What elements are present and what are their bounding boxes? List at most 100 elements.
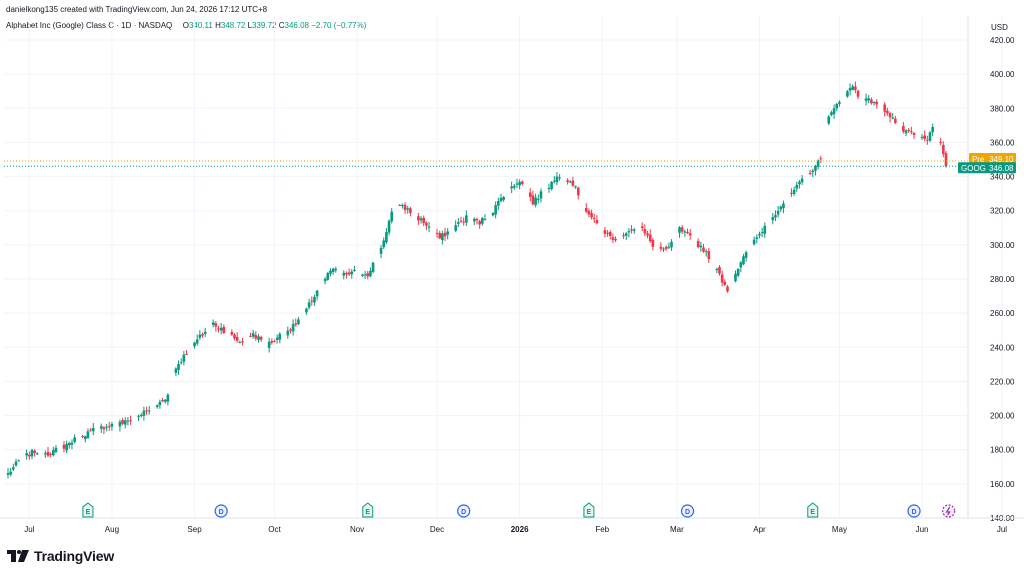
currency-label[interactable]: USD: [991, 23, 1008, 32]
candle-body: [54, 447, 58, 452]
event-earnings-marker[interactable]: E: [362, 502, 374, 518]
candle: [827, 114, 831, 126]
candle: [854, 81, 857, 94]
candle-body: [864, 98, 868, 101]
candle: [875, 99, 879, 109]
candle-body: [441, 233, 444, 241]
candle: [14, 458, 18, 467]
event-split-marker[interactable]: [942, 504, 956, 518]
candle: [254, 331, 258, 341]
candle-body: [830, 112, 833, 115]
candle: [211, 319, 215, 328]
symbol-legend[interactable]: Alphabet Inc (Google) Class C · 1D · NAS…: [6, 21, 366, 30]
x-tick-label: Sep: [187, 525, 202, 534]
candle-body: [137, 415, 140, 417]
candle-body: [12, 467, 15, 470]
earnings-icon: [362, 502, 374, 518]
candle-body: [166, 394, 170, 402]
candle: [886, 107, 889, 116]
candle-body: [827, 116, 831, 124]
candle: [483, 214, 487, 221]
event-earnings-marker[interactable]: E: [82, 502, 94, 518]
candle: [502, 196, 505, 202]
candle: [217, 325, 220, 333]
candle: [435, 228, 439, 238]
candle: [350, 269, 354, 279]
candle-body: [776, 210, 780, 215]
candle: [627, 228, 631, 238]
candle: [475, 217, 479, 225]
candle: [942, 141, 945, 158]
candle-body: [217, 328, 220, 330]
candle: [864, 93, 868, 106]
symbol-title: Alphabet Inc (Google) Class C · 1D · NAS…: [6, 21, 173, 30]
candle-body: [107, 426, 111, 428]
candle-body: [534, 197, 537, 206]
candle-body: [385, 232, 388, 243]
candle: [441, 230, 444, 245]
x-tick-label: Jul: [997, 525, 1007, 534]
candle-body: [481, 218, 484, 224]
candle-body: [230, 331, 234, 335]
candle-body: [552, 180, 556, 182]
candle: [203, 327, 207, 338]
candle: [102, 425, 106, 434]
candle: [550, 180, 553, 191]
candle-body: [25, 453, 28, 456]
candle: [894, 115, 897, 124]
candle: [28, 451, 31, 460]
event-dividend-marker[interactable]: D: [214, 504, 228, 518]
candle-body: [465, 215, 468, 223]
price-chart[interactable]: 140.00160.00180.00200.00220.00240.00260.…: [0, 0, 1024, 540]
event-earnings-marker[interactable]: E: [583, 502, 595, 518]
candle-body: [630, 229, 633, 231]
candle: [54, 445, 58, 454]
candle-body: [771, 217, 775, 221]
candle: [574, 185, 577, 189]
candle: [779, 205, 783, 212]
candle: [752, 236, 756, 246]
candle: [163, 399, 167, 404]
x-tick-label: Feb: [595, 525, 609, 534]
candle-body: [267, 341, 271, 348]
event-dividend-marker[interactable]: D: [680, 504, 695, 518]
candle: [632, 227, 636, 234]
candle: [214, 321, 218, 332]
candle-body: [379, 247, 383, 254]
candle-body: [856, 90, 860, 97]
candle-body: [702, 247, 705, 252]
event-dividend-marker[interactable]: D: [457, 504, 471, 518]
candle-body: [715, 268, 719, 271]
candle-body: [179, 362, 183, 364]
candle: [139, 412, 143, 418]
candle: [680, 224, 684, 235]
candle-body: [835, 103, 839, 109]
candle: [33, 449, 36, 457]
candle: [30, 448, 34, 460]
candle-body: [403, 204, 407, 211]
low-value: 339.72: [252, 21, 277, 30]
event-earnings-marker[interactable]: E: [807, 502, 819, 518]
x-tick-label: Apr: [753, 525, 766, 534]
candle-body: [483, 218, 487, 220]
candle-body: [502, 196, 505, 200]
candle-body: [435, 232, 439, 234]
y-tick-label: 220.00: [990, 377, 1015, 386]
close-label: C: [278, 21, 285, 30]
event-dividend-marker[interactable]: D: [907, 504, 921, 518]
candle: [44, 450, 47, 458]
candle-body: [832, 108, 836, 115]
candle: [361, 273, 364, 278]
tradingview-brand[interactable]: TradingView: [7, 548, 114, 564]
candle-body: [353, 269, 356, 271]
candle: [233, 333, 236, 341]
candle-body: [361, 274, 364, 276]
candle-body: [763, 226, 767, 234]
dividend-label: D: [461, 509, 466, 516]
candle: [310, 296, 314, 306]
candle-body: [459, 220, 463, 222]
candle-body: [888, 113, 892, 118]
candle-body: [49, 453, 52, 455]
candle: [36, 452, 39, 456]
candle: [808, 169, 812, 175]
